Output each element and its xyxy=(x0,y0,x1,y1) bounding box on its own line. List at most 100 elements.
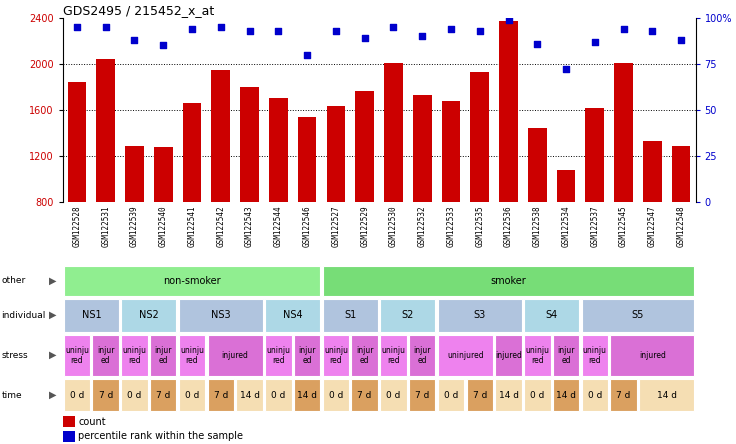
Text: 7 d: 7 d xyxy=(213,391,228,400)
Text: non-smoker: non-smoker xyxy=(163,276,221,286)
Bar xyxy=(150,379,177,412)
Bar xyxy=(322,335,349,376)
Bar xyxy=(236,379,263,412)
Bar xyxy=(524,299,579,332)
Text: uninju
red: uninju red xyxy=(266,345,290,365)
Bar xyxy=(495,379,522,412)
Bar xyxy=(467,379,493,412)
Bar xyxy=(93,335,119,376)
Point xyxy=(560,66,572,73)
Point xyxy=(445,25,457,32)
Text: uninju
red: uninju red xyxy=(381,345,406,365)
Bar xyxy=(381,335,407,376)
Bar xyxy=(269,99,288,202)
Bar xyxy=(351,379,378,412)
Text: GSM122534: GSM122534 xyxy=(562,205,570,247)
Text: uninju
red: uninju red xyxy=(180,345,204,365)
Bar xyxy=(553,379,579,412)
Text: NS3: NS3 xyxy=(211,310,230,320)
Text: GSM122546: GSM122546 xyxy=(302,205,311,247)
Text: uninju
red: uninju red xyxy=(583,345,606,365)
Bar xyxy=(553,335,579,376)
Bar xyxy=(322,379,349,412)
Text: GSM122548: GSM122548 xyxy=(676,205,686,247)
Bar xyxy=(179,335,205,376)
Point xyxy=(301,51,313,58)
Text: 7 d: 7 d xyxy=(617,391,631,400)
Text: uninjured: uninjured xyxy=(447,351,484,360)
Bar xyxy=(438,379,464,412)
Text: ▶: ▶ xyxy=(49,390,57,400)
Bar xyxy=(121,335,148,376)
Bar xyxy=(355,91,374,202)
Bar xyxy=(179,299,263,332)
Text: GSM122538: GSM122538 xyxy=(533,205,542,247)
Text: GSM122535: GSM122535 xyxy=(475,205,484,247)
Text: uninju
red: uninju red xyxy=(324,345,348,365)
Bar xyxy=(64,266,320,296)
Bar xyxy=(499,21,518,202)
Point xyxy=(100,24,112,31)
Point xyxy=(244,27,255,34)
Text: 14 d: 14 d xyxy=(498,391,518,400)
Bar xyxy=(298,117,316,202)
Text: injur
ed: injur ed xyxy=(414,345,431,365)
Bar xyxy=(672,146,690,202)
Bar xyxy=(154,147,173,202)
Text: NS4: NS4 xyxy=(283,310,302,320)
Text: GDS2495 / 215452_x_at: GDS2495 / 215452_x_at xyxy=(63,4,214,16)
Bar xyxy=(610,379,637,412)
Point xyxy=(158,42,169,49)
Bar xyxy=(183,103,202,202)
Text: individual: individual xyxy=(1,311,46,320)
Point xyxy=(589,38,601,45)
Bar xyxy=(615,63,633,202)
Bar xyxy=(556,170,576,202)
Bar xyxy=(413,95,431,202)
Text: GSM122541: GSM122541 xyxy=(188,205,197,247)
Text: injured: injured xyxy=(222,351,249,360)
Text: 0 d: 0 d xyxy=(70,391,84,400)
Text: 0 d: 0 d xyxy=(530,391,545,400)
Bar xyxy=(639,379,694,412)
Bar xyxy=(322,299,378,332)
Bar xyxy=(265,379,291,412)
Bar xyxy=(381,379,407,412)
Text: 0 d: 0 d xyxy=(271,391,286,400)
Bar xyxy=(438,299,522,332)
Point xyxy=(646,27,658,34)
Text: GSM122531: GSM122531 xyxy=(102,205,110,247)
Bar xyxy=(528,128,547,202)
Text: NS2: NS2 xyxy=(139,310,159,320)
Point xyxy=(358,35,370,42)
Bar xyxy=(581,335,608,376)
Point xyxy=(330,27,342,34)
Bar xyxy=(96,59,115,202)
Point xyxy=(129,36,141,44)
Text: injur
ed: injur ed xyxy=(155,345,172,365)
Point xyxy=(215,24,227,31)
Text: time: time xyxy=(1,391,22,400)
Bar xyxy=(327,107,345,202)
Bar xyxy=(495,335,522,376)
Text: GSM122528: GSM122528 xyxy=(72,205,82,247)
Text: GSM122547: GSM122547 xyxy=(648,205,657,247)
Text: injur
ed: injur ed xyxy=(356,345,373,365)
Text: percentile rank within the sample: percentile rank within the sample xyxy=(78,431,244,441)
Bar xyxy=(265,299,320,332)
Point xyxy=(186,25,198,32)
Bar xyxy=(64,379,91,412)
Point xyxy=(503,16,514,23)
Text: 0 d: 0 d xyxy=(587,391,602,400)
Text: injur
ed: injur ed xyxy=(298,345,316,365)
Text: GSM122544: GSM122544 xyxy=(274,205,283,247)
Bar xyxy=(150,335,177,376)
Text: 7 d: 7 d xyxy=(415,391,429,400)
Text: GSM122532: GSM122532 xyxy=(418,205,427,247)
Text: uninju
red: uninju red xyxy=(526,345,549,365)
Text: GSM122537: GSM122537 xyxy=(590,205,599,247)
Text: ▶: ▶ xyxy=(49,350,57,360)
Bar xyxy=(322,266,694,296)
Text: GSM122530: GSM122530 xyxy=(389,205,398,247)
Bar xyxy=(208,379,234,412)
